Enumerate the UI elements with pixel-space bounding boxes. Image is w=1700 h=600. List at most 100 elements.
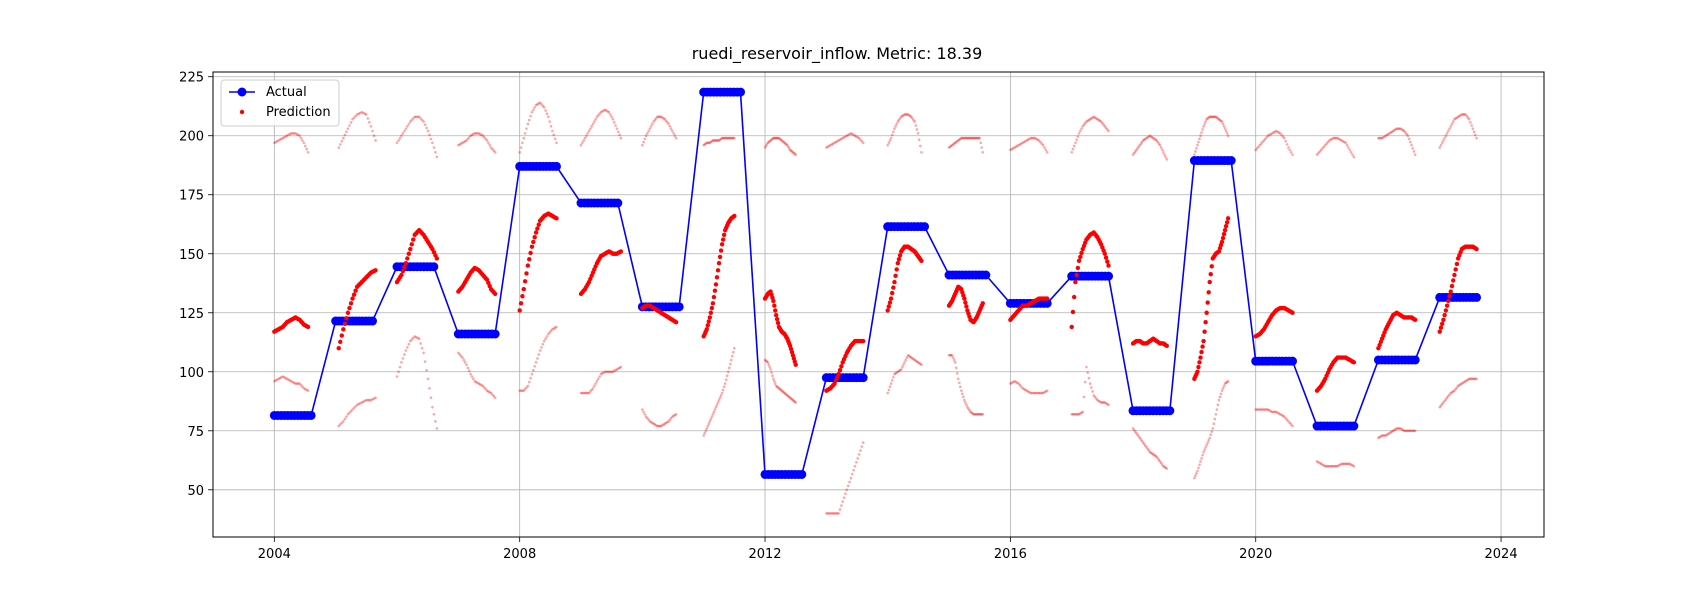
prediction-lower-point	[643, 412, 647, 416]
prediction-upper-point	[365, 113, 368, 116]
prediction-lower-point	[404, 349, 408, 352]
prediction-lower-point	[1458, 383, 1461, 387]
prediction-lower-point	[289, 379, 293, 383]
prediction-lower-point	[282, 375, 286, 379]
prediction-lower-point	[1205, 443, 1208, 447]
prediction-upper-point	[1338, 138, 1342, 141]
prediction-point	[1412, 317, 1418, 323]
prediction-lower-point	[395, 375, 399, 378]
prediction-lower-point	[710, 415, 714, 418]
prediction-upper-point	[1201, 128, 1204, 131]
prediction-upper-point	[422, 120, 425, 123]
prediction-upper-point	[668, 124, 672, 128]
prediction-lower-point	[771, 374, 774, 378]
prediction-lower-point	[649, 420, 653, 424]
prediction-lower-point	[1036, 391, 1039, 395]
x-tick-label: 2016	[994, 547, 1027, 562]
prediction-lower-point	[426, 377, 430, 381]
prediction-lower-point	[295, 382, 299, 385]
prediction-lower-point	[476, 381, 479, 385]
prediction-upper-point	[975, 136, 978, 140]
prediction-upper-point	[898, 117, 902, 120]
prediction-upper-point	[1325, 142, 1328, 145]
prediction-upper-point	[1014, 145, 1018, 149]
actual-point	[1472, 292, 1482, 302]
prediction-upper-point	[618, 133, 621, 137]
prediction-upper-point	[355, 113, 359, 116]
prediction-lower-point	[764, 359, 768, 363]
prediction-lower-point	[1464, 379, 1467, 383]
x-tick-label: 2020	[1239, 547, 1272, 562]
prediction-lower-point	[1390, 430, 1394, 433]
prediction-point	[1044, 296, 1050, 301]
prediction-lower-point	[898, 368, 902, 372]
prediction-upper-point	[301, 139, 304, 142]
prediction-lower-point	[906, 353, 910, 357]
prediction-lower-point	[1226, 379, 1230, 383]
prediction-point	[962, 296, 967, 301]
prediction-lower-point	[1044, 390, 1048, 393]
prediction-upper-point	[425, 126, 428, 130]
prediction-lower-point	[1460, 382, 1464, 385]
prediction-upper-point	[901, 114, 904, 118]
prediction-upper-point	[905, 113, 909, 116]
prediction-lower-point	[1156, 457, 1160, 460]
prediction-lower-point	[1085, 365, 1088, 369]
prediction-point	[893, 273, 898, 278]
prediction-lower-point	[1013, 379, 1016, 383]
prediction-lower-point	[967, 407, 970, 411]
prediction-lower-point	[1315, 460, 1319, 463]
prediction-point	[341, 327, 346, 332]
prediction-lower-point	[1343, 462, 1346, 466]
prediction-lower-point	[1384, 434, 1388, 437]
prediction-upper-point	[285, 134, 289, 138]
prediction-lower-point	[1224, 381, 1228, 385]
prediction-lower-point	[419, 342, 422, 345]
prediction-point	[713, 282, 719, 287]
prediction-lower-point	[618, 366, 621, 370]
prediction-lower-point	[913, 358, 916, 362]
prediction-upper-point	[1393, 128, 1396, 132]
prediction-point	[1220, 235, 1226, 241]
prediction-lower-point	[1401, 428, 1405, 432]
prediction-lower-point	[301, 385, 304, 389]
prediction-lower-point	[646, 416, 649, 420]
prediction-upper-point	[1217, 117, 1221, 121]
prediction-point	[403, 260, 409, 266]
prediction-lower-point	[846, 484, 850, 488]
prediction-lower-point	[965, 403, 968, 407]
prediction-upper-point	[534, 103, 538, 107]
prediction-lower-point	[1140, 439, 1144, 443]
prediction-point	[1444, 303, 1450, 308]
prediction-lower-point	[718, 396, 722, 400]
prediction-upper-point	[1471, 127, 1475, 130]
prediction-lower-point	[465, 363, 468, 366]
prediction-lower-point	[1325, 464, 1328, 468]
prediction-upper-point	[1408, 140, 1412, 144]
prediction-point	[1196, 364, 1201, 370]
prediction-lower-point	[979, 412, 983, 416]
prediction-lower-point	[766, 361, 770, 364]
prediction-lower-point	[1338, 463, 1342, 466]
prediction-point	[1439, 321, 1445, 326]
prediction-upper-point	[786, 143, 789, 147]
prediction-upper-point	[769, 139, 772, 142]
prediction-upper-point	[1044, 148, 1048, 152]
prediction-lower-point	[619, 365, 623, 369]
prediction-lower-point	[529, 376, 532, 380]
prediction-lower-point	[830, 512, 834, 515]
prediction-upper-point	[519, 146, 523, 149]
prediction-lower-point	[774, 384, 778, 388]
prediction-point	[305, 324, 311, 330]
prediction-lower-point	[1149, 451, 1153, 455]
prediction-lower-point	[729, 358, 733, 362]
prediction-lower-point	[299, 383, 303, 387]
y-tick-label: 100	[179, 366, 204, 381]
prediction-lower-point	[1209, 433, 1213, 437]
prediction-upper-point	[960, 136, 963, 140]
prediction-upper-point	[1460, 113, 1464, 116]
prediction-point	[839, 364, 844, 369]
prediction-upper-point	[275, 139, 279, 143]
prediction-lower-point	[397, 370, 400, 374]
prediction-lower-point	[354, 405, 357, 408]
